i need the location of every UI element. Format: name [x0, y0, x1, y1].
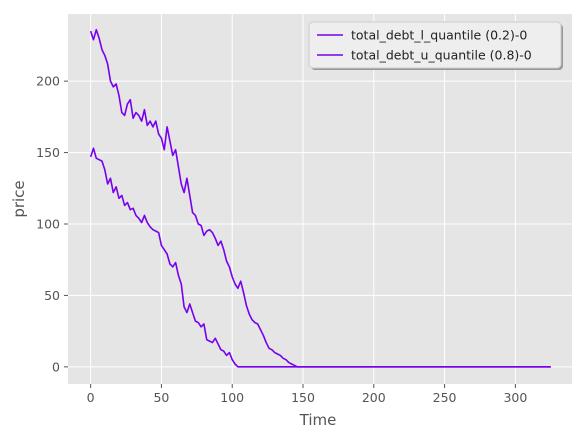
x-tick-label: 200: [362, 390, 386, 405]
y-tick-label: 150: [36, 145, 60, 160]
series-line-1: [89, 147, 551, 368]
series-line-2: [89, 28, 551, 368]
x-ticks: 0 50 100 150 200 250 300: [87, 384, 527, 405]
x-tick-label: 100: [220, 390, 244, 405]
y-tick-label: 100: [36, 217, 60, 232]
legend-label: total_debt_u_quantile (0.8)-0: [351, 48, 532, 63]
legend-label: total_debt_l_quantile (0.2)-0: [351, 28, 527, 43]
x-tick-label: 0: [87, 390, 95, 405]
series-lines: [89, 28, 551, 368]
legend: total_debt_l_quantile (0.2)-0 total_debt_…: [308, 21, 563, 70]
x-tick-label: 300: [503, 390, 527, 405]
y-tick-label: 50: [44, 288, 60, 303]
y-tick-label: 0: [52, 359, 60, 374]
y-tick-label: 200: [36, 74, 60, 89]
plot-background: [68, 14, 572, 384]
y-ticks: 0 50 100 150 200: [36, 74, 68, 374]
grid-lines: [68, 14, 572, 384]
x-tick-label: 50: [153, 390, 169, 405]
y-axis-label: price: [10, 180, 28, 217]
x-axis-label: Time: [299, 411, 337, 429]
x-tick-label: 150: [291, 390, 315, 405]
x-tick-label: 250: [433, 390, 457, 405]
legend-box: [308, 21, 562, 69]
